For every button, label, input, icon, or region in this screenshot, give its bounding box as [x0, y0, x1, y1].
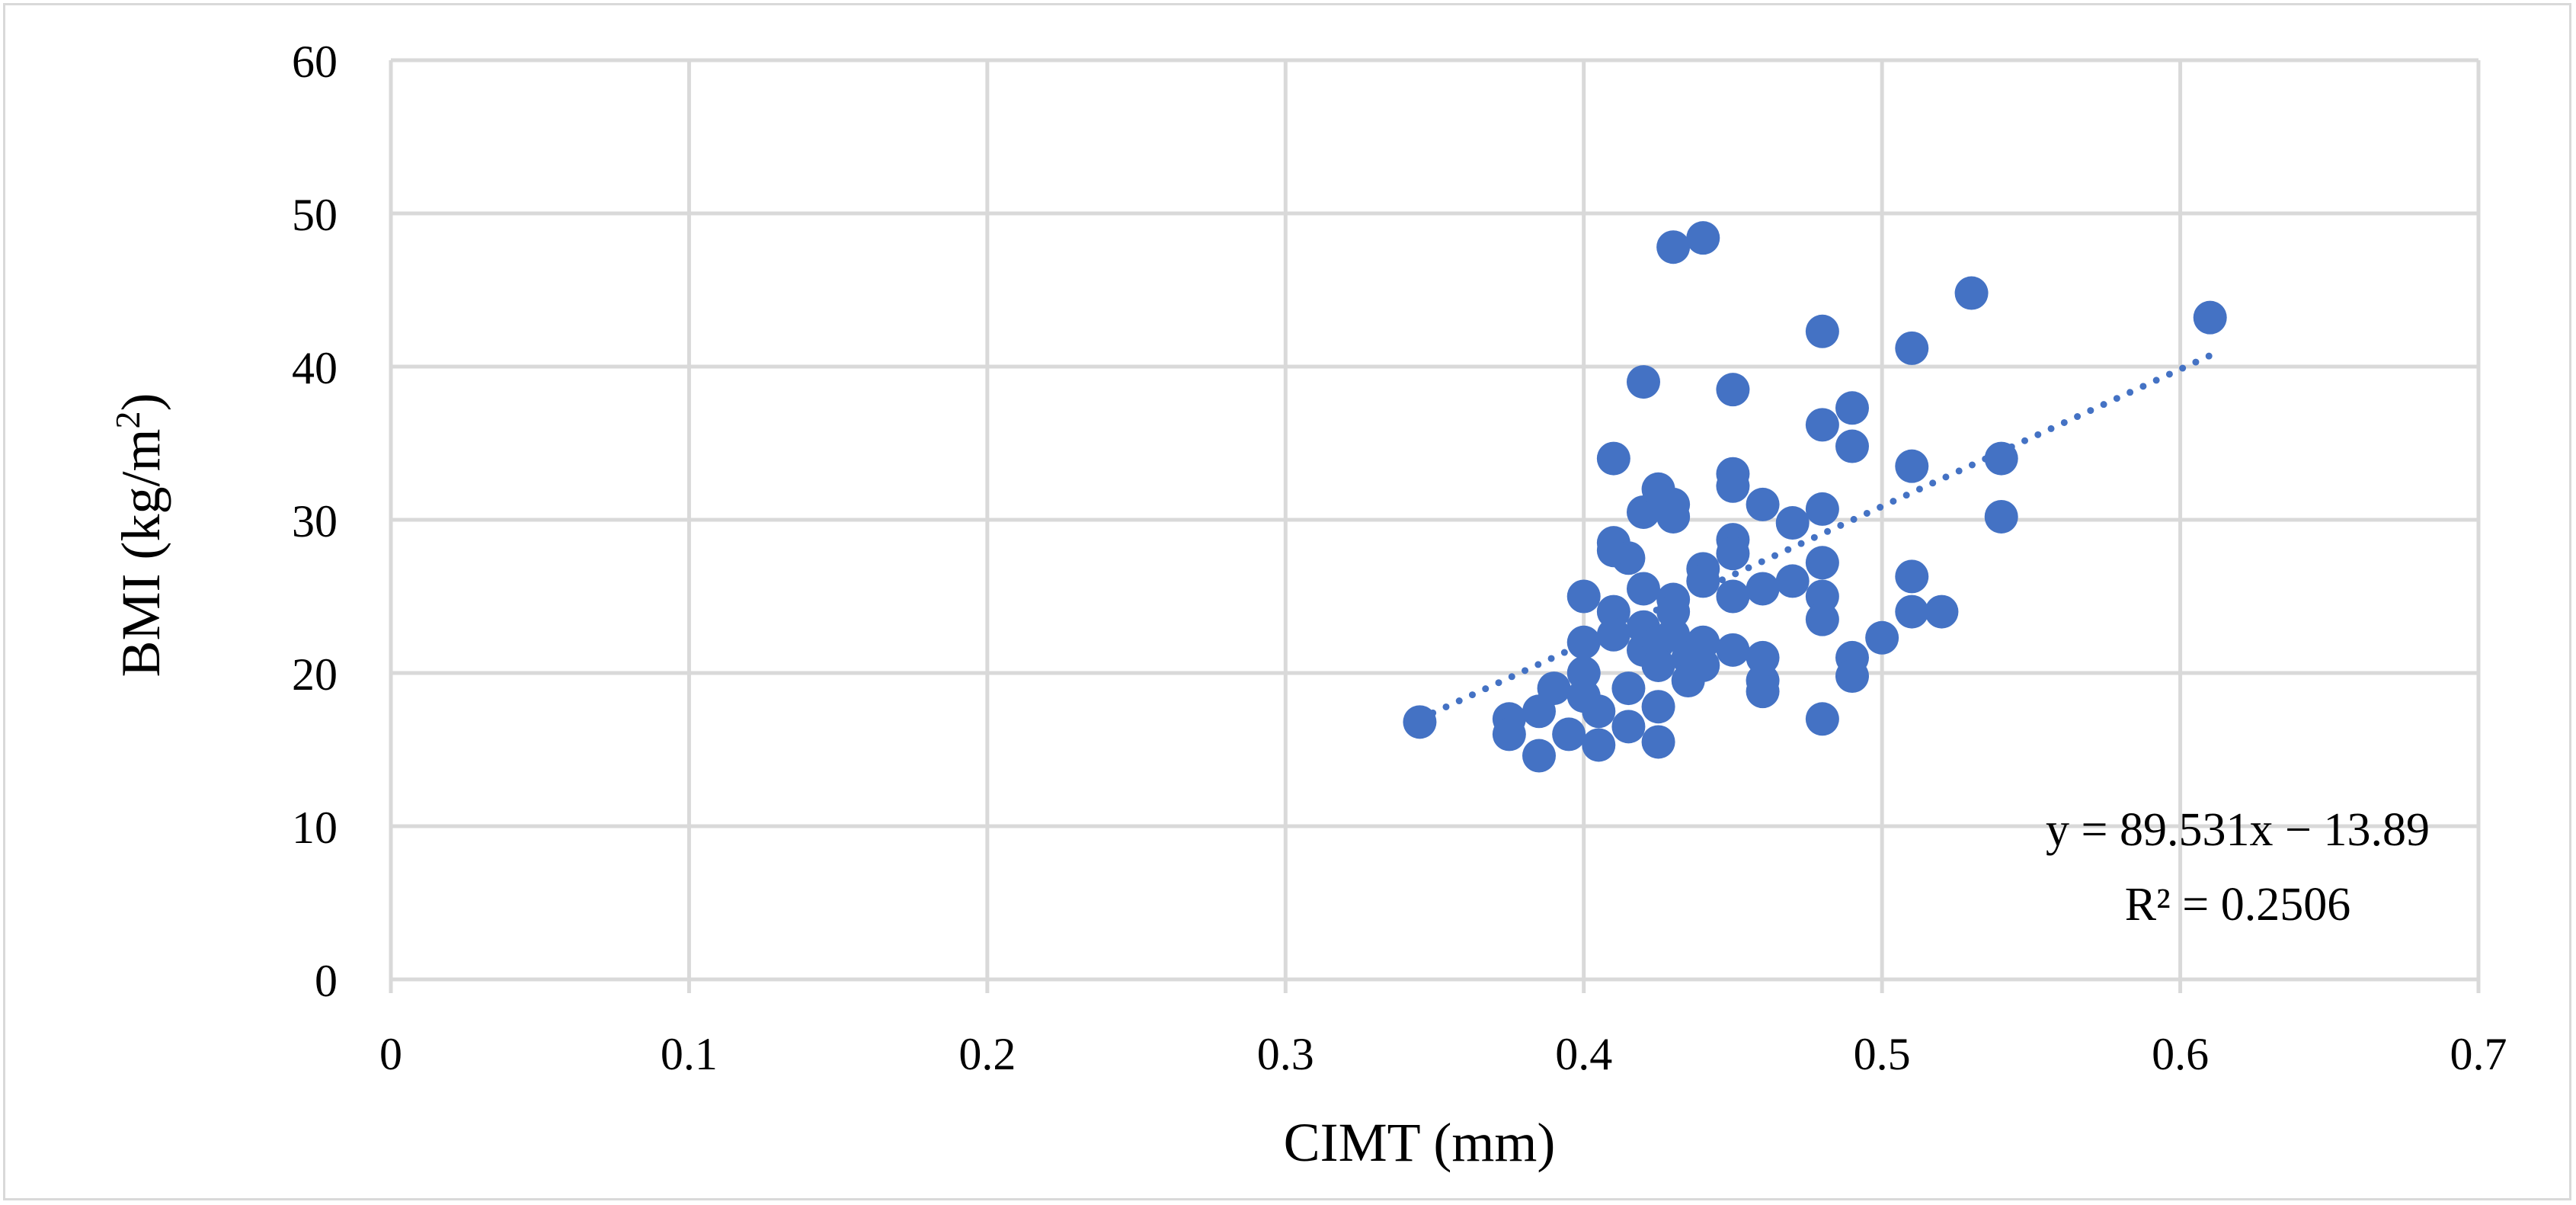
data-point [1537, 671, 1571, 706]
data-point [1686, 648, 1720, 682]
data-point [1492, 717, 1526, 752]
data-point [1746, 675, 1780, 709]
data-point [1656, 594, 1691, 629]
x-axis-title: CIMT (mm) [1284, 1112, 1556, 1173]
trendline-equation: y = 89.531x − 13.89 [2046, 804, 2430, 856]
x-tick-label: 0.3 [1257, 1029, 1314, 1079]
data-point [1925, 594, 1959, 629]
data-point [1895, 331, 1929, 365]
x-tick-label: 0.2 [958, 1029, 1016, 1079]
data-point [1611, 541, 1646, 575]
data-points [1403, 221, 2227, 773]
tick-labels: 0 10 20 30 40 50 60 0 0.1 0.2 0.3 0.4 0.5 0.6 0.7 [292, 37, 2507, 1079]
data-point [1805, 408, 1839, 442]
data-point [1403, 705, 1437, 739]
y-axis-title: BMI (kg/m2) [108, 393, 171, 678]
y-axis-title-main: BMI (kg/m [110, 428, 171, 677]
data-point [1611, 671, 1646, 706]
data-point [1716, 469, 1750, 503]
trendline-r-squared: R² = 0.2506 [2125, 879, 2350, 931]
data-point [1805, 702, 1839, 736]
data-point [1686, 625, 1720, 659]
scatter-chart: 0 10 20 30 40 50 60 0 0.1 0.2 0.3 0.4 0.5 0.6 0.7 y = … [108, 37, 2507, 1173]
y-tick-label: 20 [292, 649, 338, 700]
data-point [1641, 725, 1675, 759]
y-tick-label: 0 [315, 956, 338, 1006]
data-point [1582, 694, 1616, 729]
data-point [1805, 546, 1839, 580]
data-point [1835, 391, 1869, 425]
x-tick-label: 0.7 [2450, 1029, 2507, 1079]
data-point [1895, 559, 1929, 594]
data-point [1954, 276, 1989, 310]
data-point [1716, 537, 1750, 571]
gridlines [389, 58, 2481, 993]
x-tick-label: 0.4 [1555, 1029, 1612, 1079]
data-point [1835, 659, 1869, 694]
data-point [1865, 620, 1899, 655]
data-point [1716, 373, 1750, 407]
data-point [1716, 579, 1750, 614]
data-point [1984, 499, 2018, 534]
y-axis-title-superscript: 2 [108, 411, 147, 428]
data-point [1895, 449, 1929, 483]
data-point [1522, 739, 1556, 773]
data-point [1596, 617, 1630, 652]
data-point [1656, 230, 1691, 264]
data-point [1641, 690, 1675, 724]
data-point [1775, 564, 1810, 598]
data-point [1746, 572, 1780, 606]
data-point [1596, 441, 1630, 476]
trendline [1416, 351, 2214, 723]
data-point [1582, 728, 1616, 762]
data-point [1805, 579, 1839, 614]
data-point [1805, 492, 1839, 526]
data-point [1984, 441, 2018, 476]
data-point [1775, 506, 1810, 540]
data-point [1746, 487, 1780, 521]
y-tick-label: 50 [292, 190, 338, 240]
y-axis-title-close: ) [110, 393, 171, 412]
x-tick-label: 0.6 [2152, 1029, 2209, 1079]
y-tick-label: 40 [292, 343, 338, 393]
x-tick-label: 0 [379, 1029, 402, 1079]
data-point [1656, 499, 1691, 534]
y-tick-label: 10 [292, 803, 338, 853]
x-tick-label: 0.1 [661, 1029, 718, 1079]
data-point [1686, 221, 1720, 255]
y-tick-label: 60 [292, 37, 338, 87]
x-tick-label: 0.5 [1854, 1029, 1911, 1079]
data-point [1641, 648, 1675, 682]
data-point [1566, 656, 1601, 690]
data-point [1805, 314, 1839, 348]
data-point [1835, 429, 1869, 463]
data-point [1805, 602, 1839, 636]
data-point [1566, 579, 1601, 614]
y-tick-label: 30 [292, 496, 338, 546]
data-point [1716, 633, 1750, 667]
data-point [1746, 640, 1780, 675]
data-point [1611, 710, 1646, 744]
data-point [1627, 572, 1660, 606]
chart-frame: 0 10 20 30 40 50 60 0 0.1 0.2 0.3 0.4 0.5 0.6 0.7 y = … [3, 3, 2571, 1200]
data-point [1566, 625, 1601, 659]
data-point [1627, 365, 1660, 399]
data-point [1686, 564, 1720, 598]
data-point [1895, 594, 1929, 629]
data-point [1596, 594, 1630, 629]
data-point [1552, 717, 1586, 752]
data-point [2193, 300, 2227, 335]
